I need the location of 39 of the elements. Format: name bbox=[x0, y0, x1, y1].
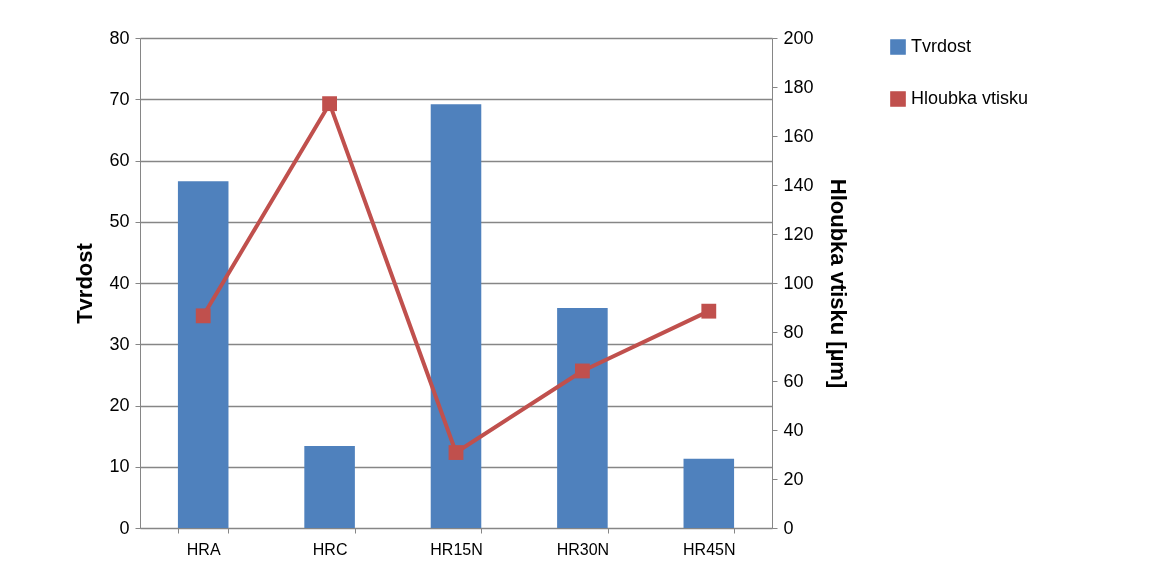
point bbox=[195, 308, 211, 324]
y-axis-title: Tvrdost bbox=[72, 242, 98, 324]
y-tick-label: 70 bbox=[109, 88, 130, 109]
point bbox=[701, 303, 717, 319]
point bbox=[322, 96, 338, 112]
x-tick-label: HR15N bbox=[430, 540, 483, 558]
legend-label: Hloubka vtisku bbox=[911, 88, 1029, 108]
y-tick-label: 0 bbox=[119, 517, 130, 538]
bar bbox=[430, 104, 482, 528]
y2-tick-label: 180 bbox=[783, 76, 814, 97]
y-tick-label: 30 bbox=[109, 333, 130, 354]
y2-tick-label: 60 bbox=[783, 370, 804, 391]
y2-tick-label: 160 bbox=[783, 125, 814, 146]
x-tick-label: HRC bbox=[312, 540, 348, 558]
y-tick-label: 60 bbox=[109, 150, 130, 170]
bar bbox=[557, 308, 608, 528]
point bbox=[574, 363, 590, 379]
legend-label: Tvrdost bbox=[911, 36, 972, 56]
bar bbox=[304, 445, 355, 528]
y2-tick-label: 0 bbox=[783, 517, 794, 538]
bar bbox=[683, 458, 735, 528]
y-tick-label: 80 bbox=[109, 27, 130, 48]
x-tick-label: HR30N bbox=[556, 540, 610, 558]
bar bbox=[177, 181, 229, 528]
x-tick-label: HR45N bbox=[683, 540, 736, 558]
y2-tick-label: 40 bbox=[783, 419, 804, 440]
y-tick-label: 50 bbox=[109, 211, 130, 232]
y-tick-label: 20 bbox=[109, 395, 130, 415]
y2-tick-label: 140 bbox=[783, 174, 814, 195]
y2-tick-label: 20 bbox=[783, 468, 804, 489]
x-tick-label: HRA bbox=[186, 540, 221, 558]
point bbox=[448, 445, 464, 460]
y2-tick-label: 200 bbox=[783, 27, 814, 48]
y2-axis-title: Hloubka vtisku [µm] bbox=[825, 178, 851, 389]
y2-tick-label: 100 bbox=[783, 272, 814, 293]
y2-tick-label: 80 bbox=[783, 321, 804, 342]
y-tick-label: 10 bbox=[109, 456, 130, 477]
y2-tick-label: 120 bbox=[783, 223, 814, 244]
y-tick-label: 40 bbox=[109, 272, 130, 293]
